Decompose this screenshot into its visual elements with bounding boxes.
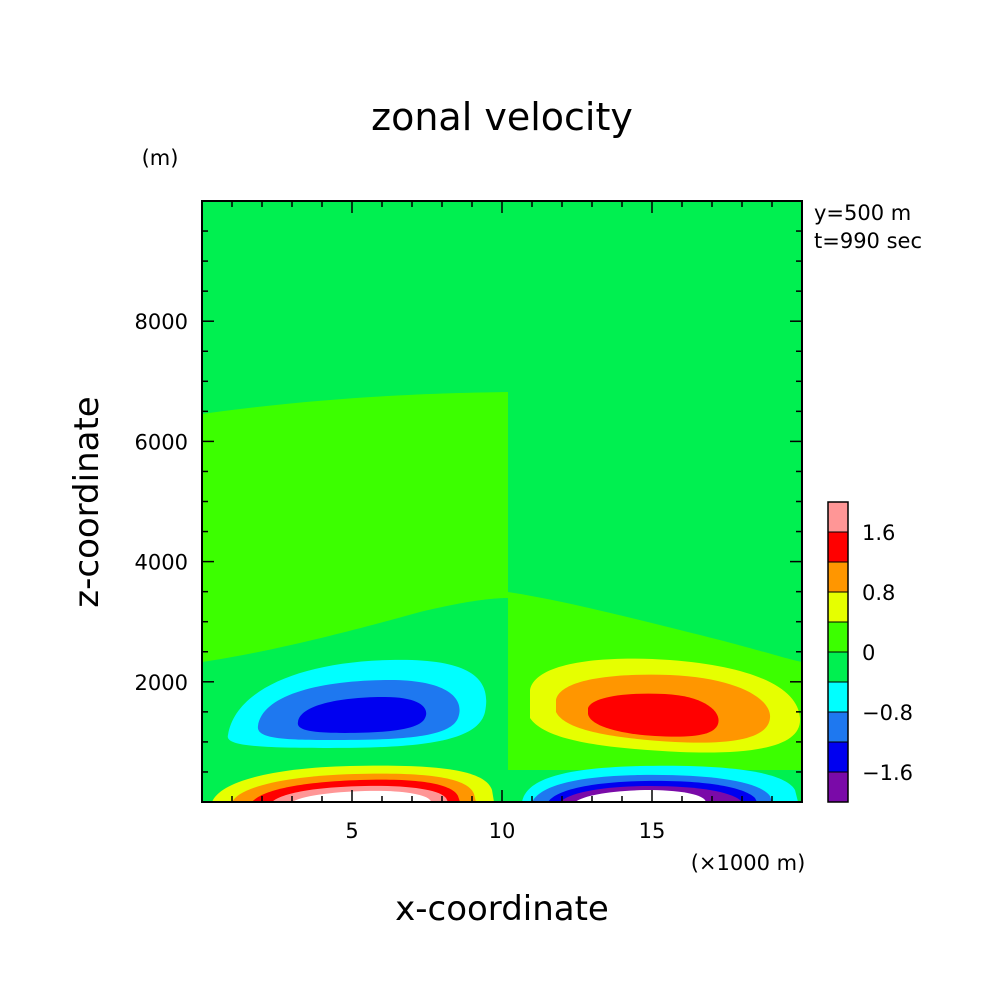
colorbar-swatch xyxy=(828,562,848,592)
x-tick-label: 15 xyxy=(639,819,666,843)
colorbar-tick-label: 1.6 xyxy=(862,521,895,545)
x-unit-label: (×1000 m) xyxy=(691,851,806,875)
y-unit-label: (m) xyxy=(142,146,179,170)
colorbar-labels: 1.6 0.8 0 −0.8 −1.6 xyxy=(862,521,913,785)
colorbar-swatch xyxy=(828,592,848,622)
contour-field xyxy=(202,201,802,802)
y-tick-label: 4000 xyxy=(135,551,188,575)
x-axis-label: x-coordinate xyxy=(395,889,609,929)
surface-cell-white-left xyxy=(292,790,432,802)
colorbar-swatch xyxy=(828,712,848,742)
tick-marks xyxy=(202,201,802,802)
annotation-t: t=990 sec xyxy=(814,229,922,253)
surface-cell-white-right xyxy=(575,790,706,802)
colorbar-tick-label: −1.6 xyxy=(862,761,913,785)
tick-labels: 5 10 15 2000 4000 6000 8000 xyxy=(135,310,666,843)
plot-area: 5 10 15 2000 4000 6000 8000 xyxy=(135,200,803,843)
colorbar xyxy=(827,501,849,803)
negative-cell-core-left xyxy=(297,697,427,733)
colorbar-tick-label: 0 xyxy=(862,641,875,665)
x-tick-label: 5 xyxy=(345,819,358,843)
annotation-y: y=500 m xyxy=(814,201,911,225)
y-tick-label: 2000 xyxy=(135,671,188,695)
y-axis-label: z-coordinate xyxy=(67,396,107,607)
colorbar-tick-label: −0.8 xyxy=(862,701,913,725)
contour-band-top-left xyxy=(202,201,508,414)
colorbar-swatch xyxy=(828,772,848,802)
colorbar-tick-label: 0.8 xyxy=(862,581,895,605)
colorbar-swatch xyxy=(828,742,848,772)
y-tick-label: 8000 xyxy=(135,310,188,334)
colorbar-swatch xyxy=(828,622,848,652)
positive-cell-core-right xyxy=(588,693,719,737)
chart-title: zonal velocity xyxy=(371,95,633,139)
y-tick-label: 6000 xyxy=(135,430,188,454)
colorbar-swatch xyxy=(828,682,848,712)
colorbar-swatch xyxy=(828,502,848,532)
colorbar-swatch xyxy=(828,652,848,682)
colorbar-swatch xyxy=(828,532,848,562)
x-tick-label: 10 xyxy=(489,819,516,843)
